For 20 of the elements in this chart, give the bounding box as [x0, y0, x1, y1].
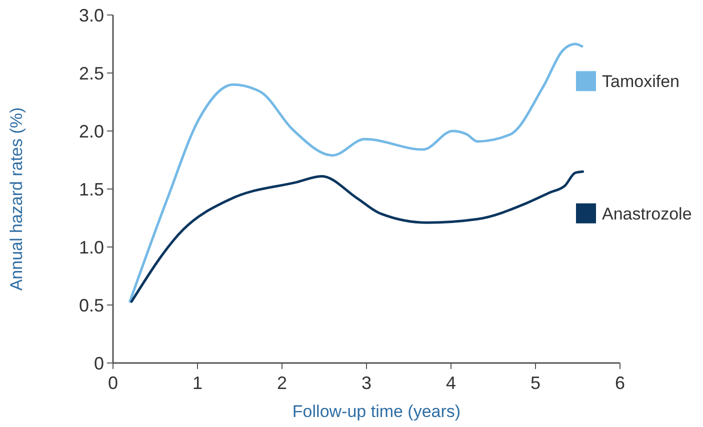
y-tick-label: 0.5 [78, 295, 104, 316]
y-tick-label: 0 [94, 353, 104, 374]
legend-label: Anastrozole [602, 204, 692, 224]
x-axis-title: Follow-up time (years) [292, 402, 461, 421]
x-tick-label: 3 [361, 373, 372, 393]
y-tick-label: 2.5 [78, 63, 104, 84]
x-tick-label: 0 [108, 373, 118, 393]
y-tick-label: 3.0 [78, 5, 104, 26]
x-tick-label: 5 [530, 373, 541, 393]
line-series [130, 170, 584, 303]
line-series [128, 42, 584, 303]
y-tick-label: 1.0 [78, 237, 104, 258]
y-tick-label: 2.0 [78, 121, 104, 142]
x-tick-label: 6 [614, 373, 626, 393]
x-tick-label: 1 [192, 373, 203, 393]
y-tick-label: 1.5 [78, 179, 104, 200]
y-axis-title: Annual hazard rates (%) [7, 107, 26, 291]
x-tick-label: 4 [446, 373, 456, 393]
legend-label: Tamoxifen [602, 72, 680, 92]
x-tick-label: 2 [276, 373, 288, 393]
